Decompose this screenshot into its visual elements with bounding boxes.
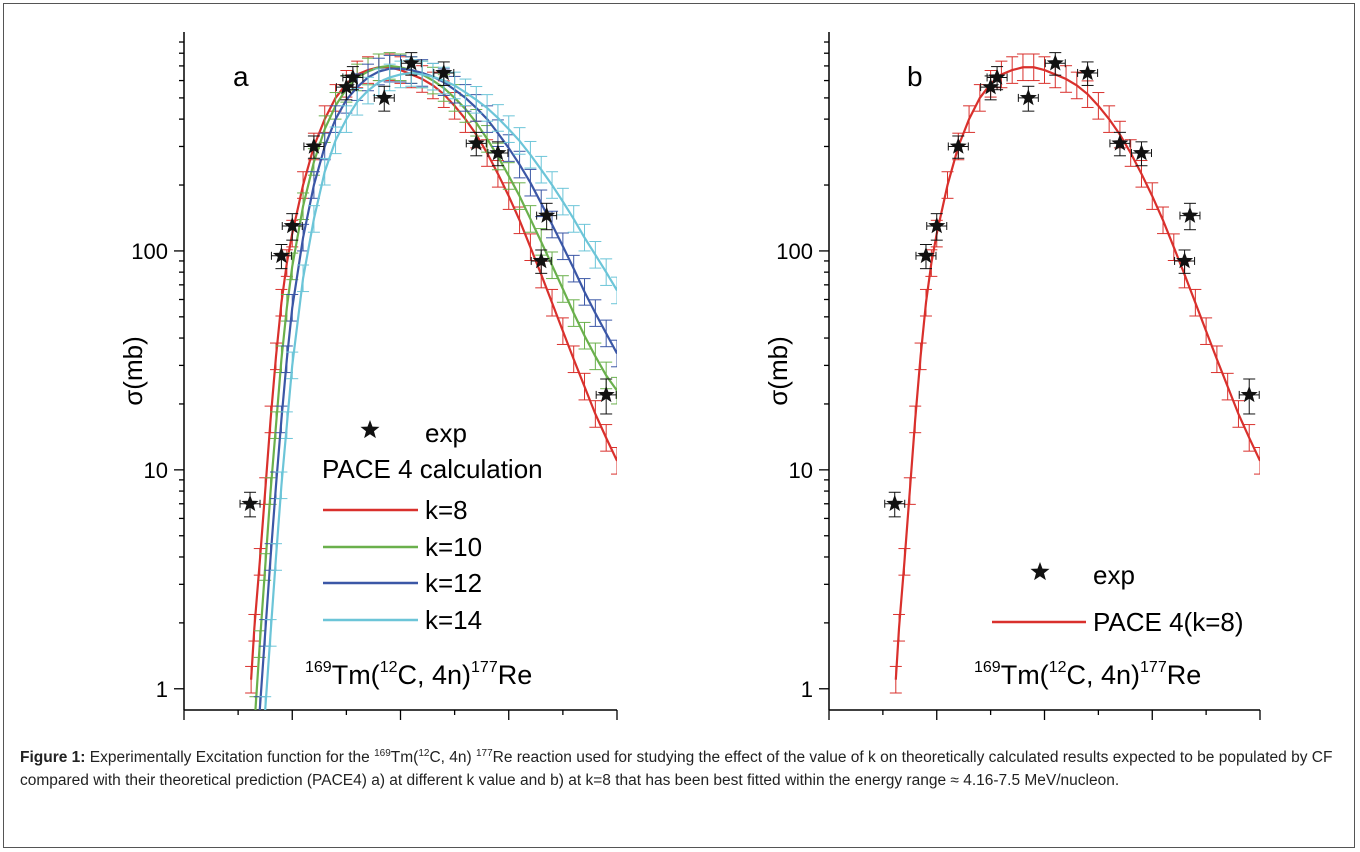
exp-point (402, 54, 420, 71)
reaction-mass-number: 12 (380, 659, 398, 676)
exp-point (1240, 385, 1258, 403)
legend-exp-star (1030, 562, 1050, 581)
caption-text-3: C, 4n) (429, 749, 476, 767)
exp-point (337, 78, 355, 95)
exp-point (532, 251, 550, 269)
plot-area (889, 53, 1260, 694)
reaction-label: 169Tm(12C, 4n)177Re (305, 659, 532, 690)
reaction-mass-number: 177 (1140, 659, 1167, 676)
exp-point (344, 68, 362, 85)
panel-letter: a (233, 61, 249, 92)
exp-point (305, 137, 323, 154)
y-tick-label: 1 (801, 677, 813, 702)
y-tick-label: 10 (144, 458, 168, 483)
reaction-mass-number: 12 (1049, 659, 1067, 676)
exp-point (917, 246, 935, 264)
legend-entry-label: k=14 (425, 605, 482, 635)
reaction-text: Re (1167, 660, 1202, 690)
caption-iso-2: 12 (418, 748, 430, 759)
y-axis-label: σ(mb) (763, 336, 793, 405)
legend-exp-label: exp (1093, 560, 1135, 590)
exp-point (241, 494, 259, 512)
legend-exp-label: exp (425, 418, 467, 448)
exp-point (949, 137, 967, 154)
reaction-mass-number: 169 (305, 659, 332, 676)
exp-point (467, 134, 485, 151)
exp-point (1181, 206, 1199, 223)
exp-point (1132, 144, 1151, 161)
legend-entry-label: k=10 (425, 532, 482, 562)
legend-entry-label: PACE 4(k=8) (1093, 607, 1244, 637)
reaction-text: Re (498, 660, 533, 690)
reaction-text: C, 4n) (1066, 660, 1140, 690)
exp-point (1079, 63, 1097, 81)
exp-point (597, 385, 615, 403)
exp-point (375, 88, 393, 106)
caption-iso-1: 169 (374, 748, 391, 759)
reaction-text: C, 4n) (397, 660, 471, 690)
figure-caption: Figure 1: Experimentally Excitation func… (20, 742, 1340, 792)
caption-iso-3: 177 (475, 748, 493, 759)
y-tick-label: 100 (776, 239, 813, 264)
exp-point (272, 246, 290, 264)
exp-point (1111, 134, 1129, 151)
legend-entry-label: k=12 (425, 568, 482, 598)
caption-text-4: Re reaction used for studying the effect… (20, 749, 1333, 790)
reaction-text: Tm( (1001, 660, 1049, 690)
reaction-text: Tm( (332, 660, 380, 690)
reaction-mass-number: 169 (974, 659, 1001, 676)
exp-point (1046, 54, 1064, 71)
y-tick-label: 10 (789, 458, 813, 483)
y-tick-label: 1 (156, 677, 168, 702)
series-line-PACE 4(k=8) (894, 66, 1260, 680)
reaction-label: 169Tm(12C, 4n)177Re (974, 659, 1201, 690)
caption-text-2: Tm( (390, 749, 419, 767)
legend-entry-label: k=8 (425, 495, 468, 525)
figure-plots: 1 10 100 σ(mb) a exp PACE 4 calculation k=8 k=10… (118, 32, 1261, 720)
reaction-mass-number: 177 (471, 659, 498, 676)
exp-point (283, 216, 301, 234)
exp-point (538, 206, 556, 223)
exp-point (982, 78, 1000, 95)
panel-a: 1 10 100 σ(mb) a exp PACE 4 calculation k=8 k=10… (118, 32, 618, 720)
exp-point (928, 216, 946, 234)
caption-label: Figure 1: (20, 749, 86, 767)
exp-point (435, 63, 453, 81)
panel-letter: b (907, 61, 923, 92)
y-tick-label: 100 (131, 239, 168, 264)
exp-point (886, 494, 904, 512)
exp-point (489, 144, 507, 161)
y-axis-label: σ(mb) (118, 336, 148, 405)
caption-text-1: Experimentally Excitation function for t… (85, 749, 375, 767)
legend-exp-star (360, 420, 380, 439)
exp-point (1176, 251, 1194, 269)
plot-area (245, 52, 617, 710)
exp-point (1019, 88, 1037, 106)
exp-point (988, 68, 1006, 85)
series-line-k=14 (264, 71, 617, 710)
figure-frame (3, 3, 1355, 848)
legend-header: PACE 4 calculation (322, 454, 543, 484)
panel-b: 1 10 100 σ(mb) b exp PACE 4(k=8) 169Tm(12C, 4n)… (763, 32, 1261, 720)
